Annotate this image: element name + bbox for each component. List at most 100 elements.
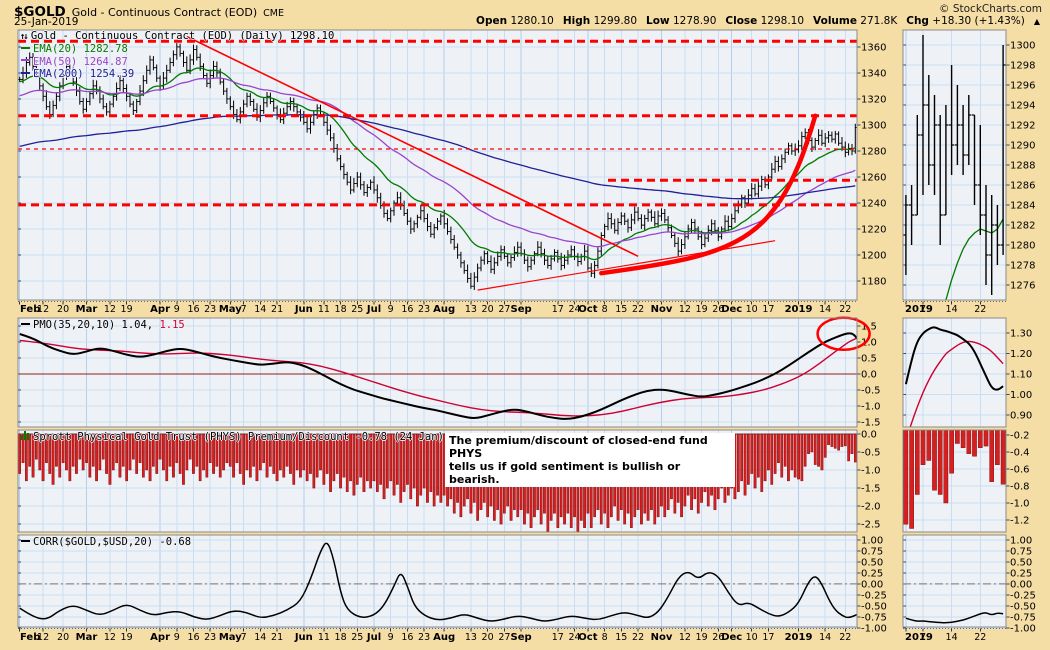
axis-tick-label: 1288 <box>1010 161 1035 172</box>
date-tick-label: 12 <box>37 304 49 315</box>
date-tick-label: 22 <box>839 304 851 315</box>
date-tick-label: Nov <box>651 304 673 315</box>
axis-tick-label: 1294 <box>1010 101 1035 112</box>
date-tick-label: 23 <box>204 304 216 315</box>
date-tick-label: Mar <box>76 304 98 315</box>
date-tick-label: Jun <box>294 632 313 643</box>
ticker-symbol: $GOLD <box>14 4 66 20</box>
ema20-swatch-icon <box>21 46 30 49</box>
date-tick-label: 13 <box>465 304 477 315</box>
axis-tick-label: -0.25 <box>861 590 887 601</box>
date-tick-label: 19 <box>696 632 708 643</box>
pmo_inset-border <box>902 317 1007 428</box>
date-tick-label: 7 <box>241 304 247 315</box>
axis-tick-label: -1.00 <box>1010 623 1036 634</box>
legend-pmo: PMO(35,20,10) 1.04, 1.15 <box>21 319 185 331</box>
date-tick-label: Feb <box>20 304 40 315</box>
date-tick-label: 9 <box>174 304 180 315</box>
date-tick-label: 16 <box>187 632 199 643</box>
date-tick-label: 2019 <box>785 304 813 315</box>
date-tick-label: 19 <box>121 632 133 643</box>
ema50-swatch-icon <box>21 59 30 61</box>
date-tick-label: 20 <box>57 632 69 643</box>
annotation-line-1: The premium/discount of closed-end fund … <box>449 434 708 460</box>
date-tick-label: 14 <box>819 304 831 315</box>
instrument-name: Gold - Continuous Contract (EOD) <box>71 6 258 19</box>
date-tick-label: 23 <box>418 304 430 315</box>
pmo-plot <box>18 318 857 427</box>
legend-phys: Sprott Physical Gold Trust (PHYS) Premiu… <box>21 431 444 443</box>
phys_inset-plot <box>903 430 1006 532</box>
date-tick-label: 7 <box>920 304 926 315</box>
axis-tick-label: 1.10 <box>1010 369 1032 380</box>
date-tick-label: 20 <box>482 304 494 315</box>
date-tick-label: Oct <box>578 304 597 315</box>
axis-tick-label: -1.00 <box>861 623 887 634</box>
axis-tick-label: 0.00 <box>861 579 883 590</box>
axis-tick-label: 0.0 <box>861 430 877 441</box>
axis-tick-label: 1300 <box>861 120 886 131</box>
date-tick-label: 9 <box>174 632 180 643</box>
axis-tick-label: 1286 <box>1010 181 1035 192</box>
axis-tick-label: 1278 <box>1010 261 1035 272</box>
date-tick-label: 14 <box>946 632 958 643</box>
date-tick-label: 8 <box>602 632 608 643</box>
date-tick-label: 22 <box>632 304 644 315</box>
date-tick-label: 15 <box>615 304 627 315</box>
axis-tick-label: 1220 <box>861 225 886 236</box>
phys_inset-bars <box>903 430 1006 529</box>
axis-tick-label: 0.25 <box>861 568 883 579</box>
pmo-grid <box>18 318 857 427</box>
date-tick-label: 9 <box>388 632 394 643</box>
pmo-swatch-icon <box>21 322 30 325</box>
date-tick-label: Dec <box>721 304 742 315</box>
date-tick-label: 15 <box>615 632 627 643</box>
axis-tick-label: 1.00 <box>1010 535 1032 546</box>
date-tick-label: 7 <box>920 632 926 643</box>
axis-tick-label: 0.50 <box>1010 557 1032 568</box>
ema50-line <box>19 77 856 248</box>
histogram-icon <box>21 431 29 440</box>
date-tick-label: 11 <box>318 632 330 643</box>
date-tick-label: Feb <box>20 632 40 643</box>
price-y-axis: 1180 1200 1220 1240 1260 1280 1300 1320 1340 1360 <box>18 42 886 288</box>
date-tick-label: 17 <box>552 304 564 315</box>
date-tick-label: 26 <box>712 632 724 643</box>
date-tick-label: 14 <box>254 632 266 643</box>
chart-date: 25-Jan-2019 <box>14 16 79 28</box>
price-border <box>17 29 858 301</box>
date-tick-label: Sep <box>511 304 532 315</box>
axis-tick-label: 1360 <box>861 42 886 53</box>
date-tick-label: 12 <box>679 632 691 643</box>
quote-high: High 1299.80 <box>562 15 638 27</box>
date-tick-label: 12 <box>104 632 116 643</box>
header: $GOLD Gold - Continuous Contract (EOD) CME <box>14 1 284 20</box>
date-tick-label: 13 <box>465 632 477 643</box>
quote-volume: Volume 271.8K <box>813 15 898 27</box>
quote-open: Open 1280.10 <box>476 15 554 27</box>
corr_inset-plot <box>903 535 1006 627</box>
date-tick-label: 11 <box>318 304 330 315</box>
pmo-y-axis: 1.5 1.0 0.5 0.0 -0.5 -1.0 -1.5 <box>18 322 881 428</box>
date-tick-label: Nov <box>651 632 673 643</box>
corr-inset-series <box>905 612 1004 624</box>
date-tick-label: 18 <box>335 304 347 315</box>
quote-low: Low 1278.90 <box>646 15 717 27</box>
phys_inset-border <box>902 429 1007 533</box>
quote-close: Close 1298.10 <box>725 15 805 27</box>
exchange-label: CME <box>263 8 284 19</box>
corr-grid <box>18 535 857 629</box>
axis-tick-label: 1180 <box>861 277 886 288</box>
axis-tick-label: 1.5 <box>861 322 877 333</box>
axis-tick-label: -1.0 <box>1010 499 1030 510</box>
corr_inset-y-axis: 1.000.750.500.250.00-0.25-0.50-0.75-1.00 <box>903 535 1036 634</box>
date-tick-label: 18 <box>335 632 347 643</box>
date-tick-label: 14 <box>254 304 266 315</box>
date-tick-label: 2019 <box>785 632 813 643</box>
axis-tick-label: 1.0 <box>861 338 877 349</box>
date-tick-label: Aug <box>433 304 455 315</box>
date-tick-label: 16 <box>187 304 199 315</box>
date-tick-label: 17 <box>762 632 774 643</box>
